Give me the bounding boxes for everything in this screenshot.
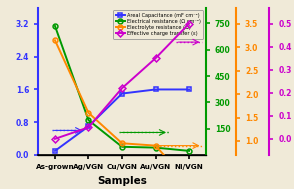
Legend: Areal Capacitance (mF cm⁻²), Electrical resistance (Ω cm⁻²), Electrolyte resista: Areal Capacitance (mF cm⁻²), Electrical … — [113, 10, 203, 39]
X-axis label: Samples: Samples — [97, 176, 147, 186]
